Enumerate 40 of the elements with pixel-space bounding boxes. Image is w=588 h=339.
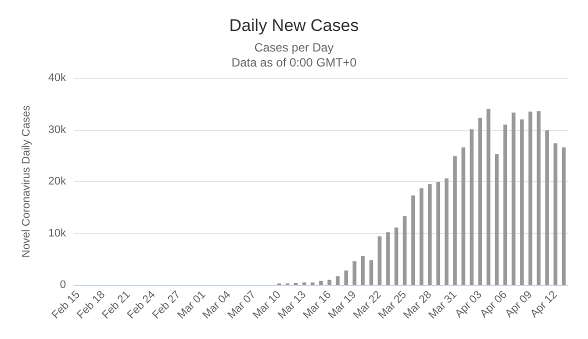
bar (494, 154, 499, 285)
bar (436, 182, 440, 285)
bar (411, 195, 415, 285)
bar (478, 118, 482, 285)
y-tick-label: 30k (48, 124, 66, 136)
bar (378, 236, 382, 285)
bar (528, 112, 532, 285)
bar (302, 282, 306, 285)
bar (310, 282, 315, 285)
bar (444, 178, 448, 285)
bar (386, 232, 390, 285)
y-tick-label: 0 (60, 279, 66, 291)
y-axis-title: Novel Coronavirus Daily Cases (20, 104, 32, 258)
bar (360, 256, 365, 285)
bar (520, 119, 524, 285)
bar (545, 130, 549, 285)
bar (536, 111, 541, 285)
chart-title: Daily New Cases (229, 16, 359, 35)
y-tick-label: 20k (48, 176, 66, 188)
bar (503, 124, 508, 285)
bar (369, 260, 374, 285)
bar (512, 112, 516, 285)
bar (394, 228, 398, 285)
bar (486, 109, 490, 285)
bar (327, 280, 332, 285)
bar (428, 184, 432, 285)
bar (470, 129, 474, 285)
bar (319, 280, 323, 285)
bar (453, 156, 457, 285)
chart-subtitle: Cases per Day Data as of 0:00 GMT+0 (231, 40, 357, 70)
bar (344, 270, 348, 285)
bar (420, 188, 424, 285)
bar (562, 147, 566, 285)
bar (352, 261, 356, 285)
bar (336, 276, 340, 285)
y-tick-label: 10k (48, 227, 66, 240)
bar (402, 216, 407, 285)
bar (461, 147, 466, 285)
bar (554, 143, 558, 285)
y-tick-label: 40k (48, 72, 66, 84)
